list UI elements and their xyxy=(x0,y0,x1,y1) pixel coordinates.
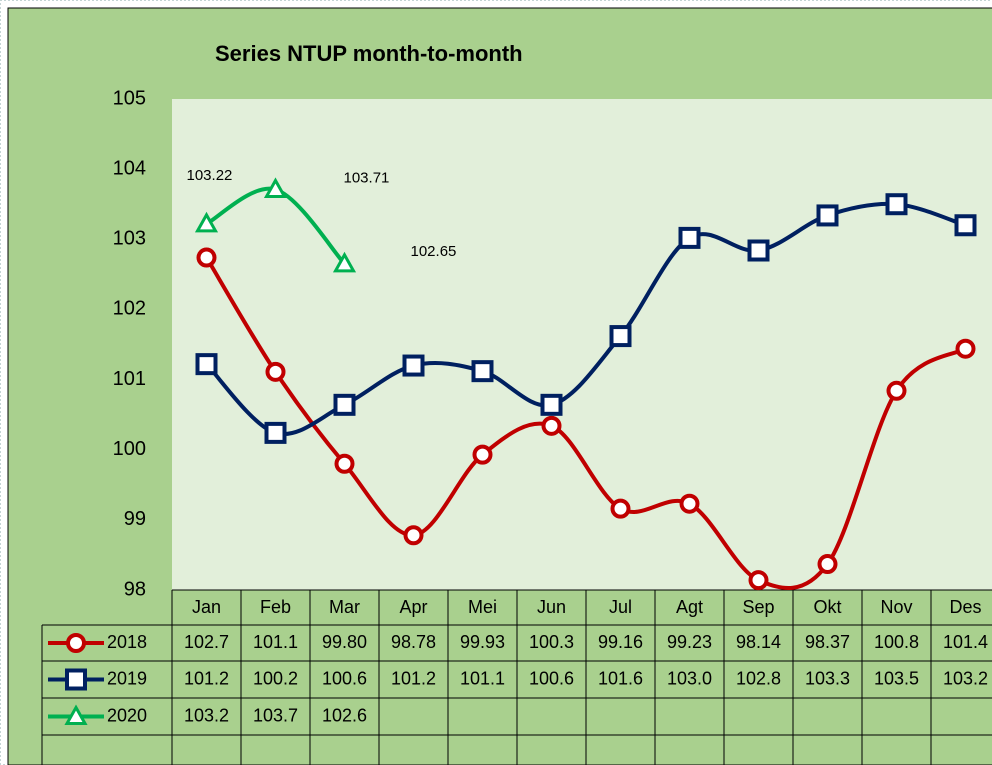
table-cell: 100.6 xyxy=(529,668,574,688)
table-cell: 102.6 xyxy=(322,705,367,725)
data-label: 102.65 xyxy=(411,243,457,260)
x-tick-label: Mar xyxy=(329,597,360,617)
table-cell: 101.2 xyxy=(184,668,229,688)
y-tick-label: 104 xyxy=(113,157,146,179)
marker xyxy=(333,393,356,416)
table-cell: 102.8 xyxy=(736,668,781,688)
marker xyxy=(954,214,977,237)
table-cell: 99.93 xyxy=(460,632,505,652)
marker xyxy=(334,453,355,474)
x-tick-label: Jul xyxy=(609,597,632,617)
x-tick-label: Feb xyxy=(260,597,291,617)
marker xyxy=(263,177,288,198)
series-line xyxy=(204,256,967,590)
x-tick-label: Sep xyxy=(742,597,774,617)
table-cell: 103.3 xyxy=(805,668,850,688)
marker xyxy=(748,570,769,591)
table-cell: 98.37 xyxy=(805,632,850,652)
table-cell: 99.23 xyxy=(667,632,712,652)
marker xyxy=(472,444,493,465)
marker xyxy=(955,338,976,359)
marker xyxy=(885,193,908,216)
marker xyxy=(402,354,425,377)
marker xyxy=(747,239,770,262)
table-cell: 101.6 xyxy=(598,668,643,688)
table-cell: 100.3 xyxy=(529,632,574,652)
y-tick-label: 102 xyxy=(113,298,146,320)
legend-label: 2018 xyxy=(107,632,147,652)
marker xyxy=(64,704,88,725)
table-cell: 99.16 xyxy=(598,632,643,652)
marker xyxy=(265,361,286,382)
marker xyxy=(679,493,700,514)
table-cell: 101.4 xyxy=(943,632,988,652)
marker xyxy=(817,554,838,575)
table-cell: 103.5 xyxy=(874,668,919,688)
y-tick-label: 100 xyxy=(113,438,146,460)
table-cell: 100.8 xyxy=(874,632,919,652)
marker xyxy=(332,251,357,273)
table-cell: 102.7 xyxy=(184,632,229,652)
marker xyxy=(678,226,701,249)
marker xyxy=(816,204,839,227)
marker xyxy=(66,633,86,653)
table-cell: 100.6 xyxy=(322,668,367,688)
x-tick-label: Okt xyxy=(813,597,841,617)
marker xyxy=(609,325,632,348)
marker xyxy=(195,353,218,376)
marker xyxy=(610,498,631,519)
plot-area xyxy=(172,99,992,590)
x-tick-label: Nov xyxy=(880,597,912,617)
marker xyxy=(264,421,287,444)
marker xyxy=(196,247,217,268)
table-cell: 103.7 xyxy=(253,705,298,725)
table-cell: 101.2 xyxy=(391,668,436,688)
marker xyxy=(541,415,562,436)
legend-label: 2019 xyxy=(107,668,147,688)
marker xyxy=(471,360,494,383)
x-tick-label: Agt xyxy=(676,597,703,617)
marker xyxy=(403,525,424,546)
marker xyxy=(65,668,87,691)
table-cell: 101.1 xyxy=(460,668,505,688)
data-label: 103.71 xyxy=(344,169,390,186)
y-tick-label: 103 xyxy=(113,228,146,250)
table-cell: 103.0 xyxy=(667,668,712,688)
y-tick-label: 105 xyxy=(113,87,146,109)
y-tick-label: 98 xyxy=(124,578,146,600)
y-tick-label: 99 xyxy=(124,508,146,530)
table-cell: 103.2 xyxy=(184,705,229,725)
table-cell: 98.14 xyxy=(736,632,781,652)
y-tick-label: 101 xyxy=(113,368,146,390)
x-tick-label: Des xyxy=(949,597,981,617)
x-tick-label: Mei xyxy=(468,597,497,617)
table-cell: 99.80 xyxy=(322,632,367,652)
table-cell: 100.2 xyxy=(253,668,298,688)
table-cell: 103.2 xyxy=(943,668,988,688)
chart-title: Series NTUP month-to-month xyxy=(215,41,523,66)
data-label: 103.22 xyxy=(187,167,233,184)
x-tick-label: Jun xyxy=(537,597,566,617)
x-tick-label: Jan xyxy=(192,597,221,617)
marker xyxy=(194,211,219,233)
table-cell: 98.78 xyxy=(391,632,436,652)
x-tick-label: Apr xyxy=(399,597,427,617)
table-cell: 101.1 xyxy=(253,632,298,652)
marker xyxy=(540,393,563,416)
marker xyxy=(886,380,907,401)
legend-label: 2020 xyxy=(107,705,147,725)
